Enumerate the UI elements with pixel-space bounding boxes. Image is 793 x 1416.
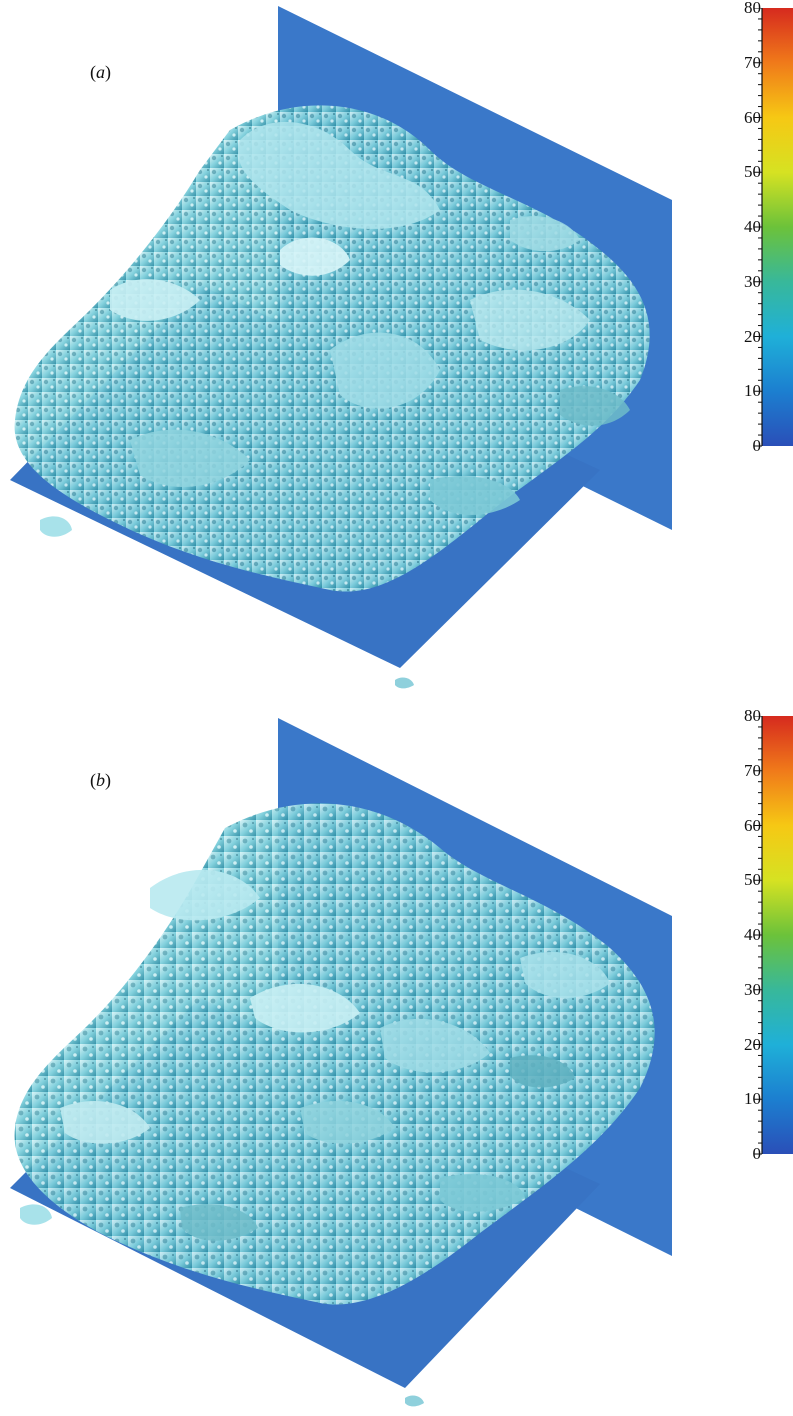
panel-b: (b) 80 70 60 50 bbox=[0, 706, 793, 1416]
colorbar-gradient bbox=[762, 716, 793, 1154]
colorbar-tick-label: 0 bbox=[752, 436, 762, 455]
colorbar-tick-label: 70 bbox=[744, 52, 761, 72]
colorbar-gradient bbox=[762, 8, 793, 446]
vortex-visualization bbox=[10, 6, 672, 689]
colorbar-tick-label: 0 bbox=[752, 1144, 762, 1163]
colorbar-tick-label: 50 bbox=[744, 870, 761, 890]
colorbar-tick-label: 60 bbox=[744, 815, 761, 835]
colorbar-tick-label: 20 bbox=[744, 326, 761, 346]
colorbar-tick-label: 60 bbox=[744, 107, 761, 127]
colorbar-tick-label: 40 bbox=[744, 925, 761, 944]
colorbar-tick-label: 40 bbox=[744, 217, 761, 236]
colorbar-tick-label: 70 bbox=[744, 760, 761, 780]
colorbar-tick-label: 50 bbox=[744, 162, 761, 182]
vortex-visualization bbox=[10, 718, 672, 1407]
panel-a: (a) 80 70 60 50 bbox=[10, 0, 793, 689]
colorbar-tick-label: 80 bbox=[744, 706, 761, 725]
colorbar-tick-label: 30 bbox=[744, 979, 761, 999]
colorbar-tick-label: 20 bbox=[744, 1034, 761, 1054]
vortex-structures bbox=[14, 105, 650, 689]
colorbar: 80 70 60 50 40 30 20 10 0 bbox=[730, 706, 793, 1166]
colorbar-tick-label: 30 bbox=[744, 271, 761, 291]
colorbar: 80 70 60 50 40 30 20 10 0 bbox=[730, 0, 793, 458]
vortex-structures bbox=[14, 803, 655, 1407]
panel-label: (a) bbox=[90, 62, 111, 82]
colorbar-tick-label: 10 bbox=[744, 1089, 761, 1109]
panel-label: (b) bbox=[90, 770, 111, 790]
colorbar-tick-label: 80 bbox=[744, 0, 761, 17]
colorbar-tick-label: 10 bbox=[744, 381, 761, 401]
